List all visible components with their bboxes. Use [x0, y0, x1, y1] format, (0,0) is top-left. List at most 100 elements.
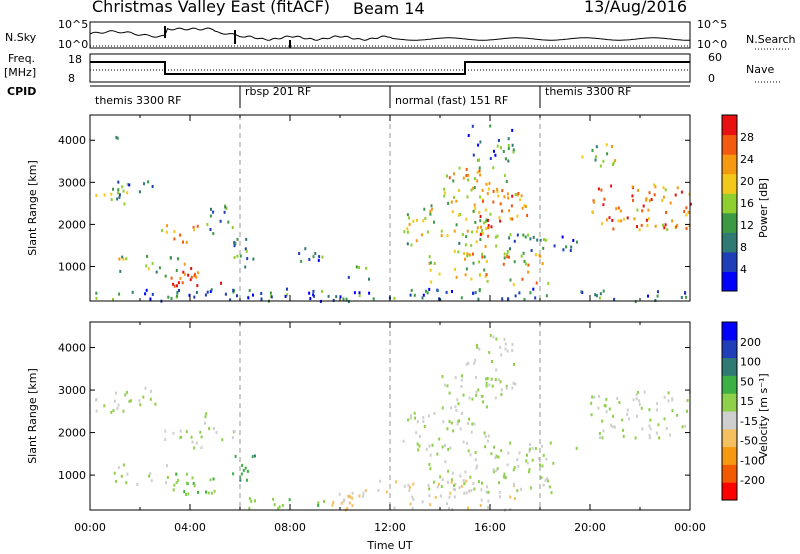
velocity-cell	[254, 499, 256, 503]
power-cell	[313, 294, 315, 298]
velocity-cell	[480, 394, 483, 398]
power-cell	[123, 202, 126, 206]
power-cell	[453, 249, 456, 253]
power-cell	[472, 186, 475, 190]
power-cell	[193, 228, 195, 232]
power-cell	[365, 266, 368, 270]
power-cell	[645, 218, 648, 222]
velocity-cell	[448, 391, 451, 395]
velocity-cell	[362, 491, 365, 495]
power-cell	[511, 217, 514, 221]
velocity-cell	[429, 467, 432, 471]
velocity-cell	[149, 397, 152, 401]
freq-label: Freq.	[8, 52, 36, 65]
velocity-cell	[542, 483, 545, 487]
power-cell	[599, 292, 602, 296]
power-cell	[312, 289, 315, 293]
velocity-cell	[431, 443, 434, 447]
velocity-cell	[601, 436, 604, 440]
velocity-cell	[246, 478, 248, 482]
power-cell	[522, 233, 525, 237]
velocity-cell	[684, 424, 687, 428]
velocity-cell	[427, 484, 430, 488]
velocity-cell	[467, 506, 469, 510]
power-cell	[665, 211, 668, 214]
power-cell	[190, 267, 193, 270]
power-cell	[122, 189, 125, 193]
power-cell	[445, 290, 448, 294]
velocity-cell	[117, 466, 120, 470]
power-colorbar-segment	[722, 154, 737, 175]
velocity-cell	[657, 423, 660, 427]
velocity-cell	[482, 394, 484, 398]
power-cell	[489, 212, 492, 216]
power-cell	[155, 270, 158, 274]
velocity-cell	[544, 479, 547, 483]
velocity-cell	[434, 495, 437, 499]
velocity-cell	[468, 396, 471, 400]
power-cell	[451, 210, 454, 214]
velocity-cell	[429, 503, 432, 507]
power-cell	[183, 262, 186, 266]
power-cell	[408, 216, 411, 220]
power-cell	[224, 292, 227, 296]
power-data-cells	[95, 124, 692, 304]
power-cell	[438, 297, 441, 301]
power-cell	[412, 219, 415, 223]
velocity-colorbar-segment	[722, 428, 737, 448]
power-cell	[509, 278, 512, 282]
velocity-cell	[492, 468, 495, 472]
velocity-colorbar-segment	[722, 393, 737, 412]
power-cell	[647, 208, 650, 212]
power-cell	[406, 213, 409, 217]
power-cell	[474, 220, 477, 224]
power-cell	[539, 254, 542, 258]
power-cell	[527, 233, 530, 237]
velocity-colorbar-segment	[722, 482, 737, 501]
power-colorbar-segment	[722, 134, 737, 155]
velocity-cell	[281, 503, 284, 507]
velocity-cell	[500, 393, 503, 397]
velocity-cell	[418, 444, 421, 448]
velocity-cell	[655, 431, 658, 435]
velocity-cell	[461, 411, 463, 415]
power-cell	[131, 290, 134, 294]
velocity-cell	[649, 418, 652, 422]
power-cell	[478, 288, 481, 292]
power-cell	[503, 256, 506, 260]
power-cell	[429, 209, 432, 213]
power-cell	[685, 295, 687, 299]
chart-title: Christmas Valley East (fitACF)	[92, 0, 331, 16]
velocity-cell	[483, 431, 486, 435]
power-cell	[481, 255, 484, 259]
velocity-cell	[485, 377, 488, 381]
velocity-cell	[409, 502, 412, 506]
power-cell	[509, 247, 511, 251]
velocity-cell	[599, 436, 601, 440]
velocity-colorbar-frame	[721, 321, 738, 501]
power-cell	[622, 217, 625, 221]
velocity-cell	[598, 431, 601, 435]
velocity-cell	[591, 395, 594, 399]
power-cell	[410, 288, 413, 292]
velocity-cell	[126, 390, 129, 394]
velocity-cell	[546, 477, 549, 481]
power-cell	[496, 190, 499, 194]
power-colorbar-segment	[722, 115, 737, 136]
power-cell	[179, 233, 182, 237]
velocity-cell	[358, 494, 361, 498]
velocity-cell	[428, 444, 431, 448]
velocity-cell	[175, 481, 178, 485]
velocity-cell	[458, 419, 461, 423]
power-cell	[648, 217, 650, 221]
power-cell	[126, 182, 129, 186]
velocity-cell	[115, 391, 117, 395]
velocity-cell	[465, 479, 468, 483]
power-cell	[236, 237, 239, 241]
power-cell	[472, 252, 474, 256]
power-cell	[608, 216, 611, 220]
velocity-cell	[195, 441, 198, 445]
power-cell	[440, 229, 443, 233]
power-cell	[547, 281, 550, 285]
power-cell	[553, 244, 556, 248]
